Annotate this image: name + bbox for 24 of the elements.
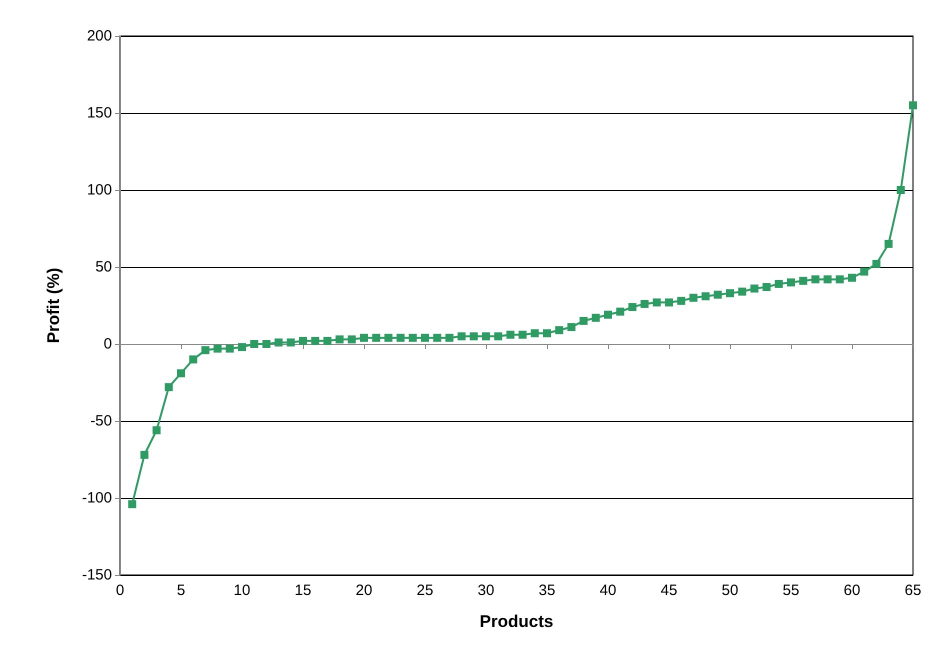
- y-tick-label: 150: [86, 104, 112, 122]
- x-axis-title: Products: [480, 612, 554, 631]
- y-tick-label: 100: [86, 182, 112, 198]
- x-tick-label: 45: [660, 582, 678, 599]
- y-tick-label: 200: [86, 28, 112, 44]
- x-tick-label: 35: [538, 582, 556, 599]
- x-tick-label: 10: [234, 582, 250, 599]
- y-tick-label: -50: [90, 412, 112, 430]
- x-tick-label: 20: [356, 582, 372, 599]
- x-tick-label: 0: [116, 582, 124, 599]
- y-tick-label: -150: [82, 566, 112, 584]
- y-axis-title: Profit (%): [44, 268, 63, 344]
- y-tick-label: -100: [82, 490, 112, 506]
- x-tick-label: 50: [722, 582, 738, 599]
- x-tick-label: 30: [478, 582, 494, 599]
- x-tick-label: 55: [782, 582, 800, 599]
- x-tick-label: 25: [416, 582, 434, 599]
- y-tick-label: 0: [104, 336, 112, 352]
- x-tick-label: 65: [904, 582, 922, 599]
- x-tick-label: 5: [176, 582, 186, 599]
- x-tick-label: 15: [294, 582, 312, 599]
- x-tick-label: 40: [600, 582, 616, 599]
- x-tick-label: 60: [844, 582, 860, 599]
- y-tick-label: 50: [95, 258, 112, 276]
